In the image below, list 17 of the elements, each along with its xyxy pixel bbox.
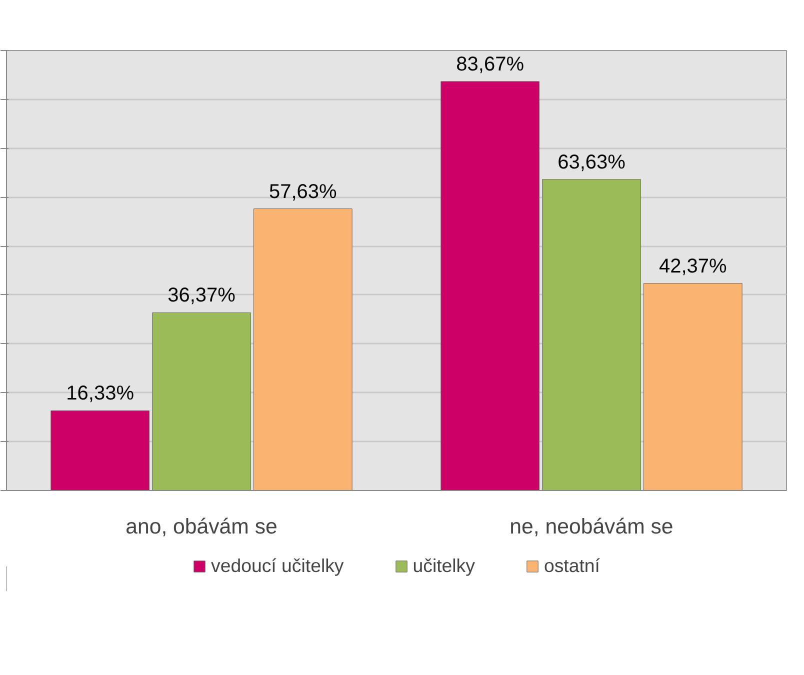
x-tick-label: ne, neobávám se xyxy=(510,514,674,538)
bar xyxy=(50,410,150,490)
bar xyxy=(440,81,540,490)
legend-label: ostatní xyxy=(544,555,600,577)
data-label: 42,37% xyxy=(658,255,728,278)
data-label: 57,63% xyxy=(268,180,338,203)
data-label: 36,37% xyxy=(168,284,236,307)
bar xyxy=(643,283,742,490)
bar xyxy=(542,179,641,490)
data-label: 83,67% xyxy=(456,53,524,76)
bar xyxy=(253,208,352,490)
x-tick-label: ano, obávám se xyxy=(126,514,278,538)
legend-label: učitelky xyxy=(412,555,475,577)
legend-label: vedoucí učitelky xyxy=(211,555,344,577)
bar xyxy=(152,312,251,490)
data-label: 16,33% xyxy=(66,382,134,405)
data-label: 63,63% xyxy=(558,151,626,174)
